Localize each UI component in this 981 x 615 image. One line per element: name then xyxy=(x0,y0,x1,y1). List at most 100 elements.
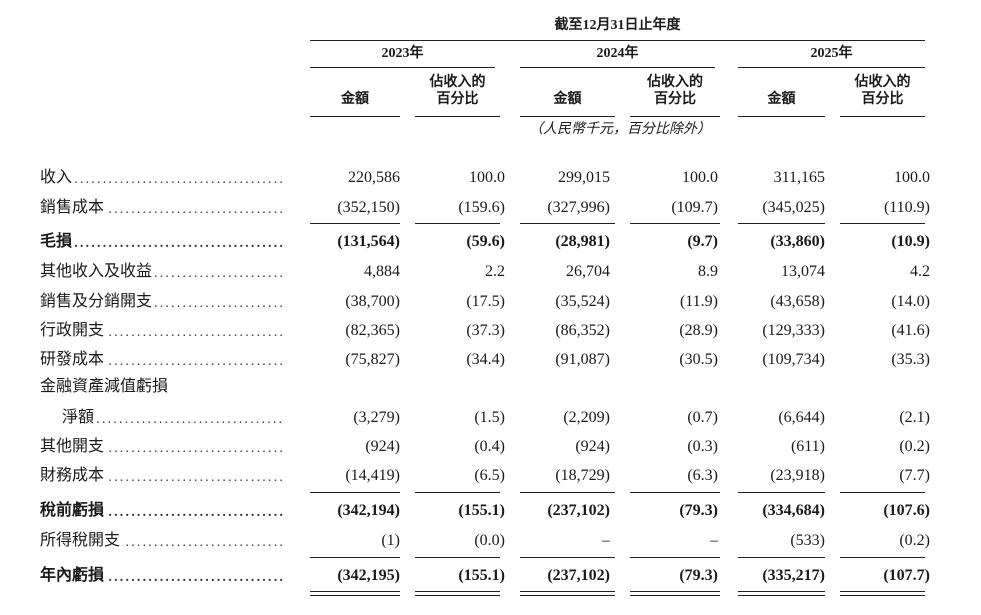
amount-cell: (924) xyxy=(575,438,610,455)
percent-cell: (6.5) xyxy=(474,467,505,484)
row-label: ........................................… xyxy=(62,408,285,428)
dot-leader: ........................................… xyxy=(40,172,285,187)
percent-column-header: 佔收入的 百分比 xyxy=(840,74,925,108)
total-double-rule xyxy=(415,595,500,596)
amount-cell: (43,658) xyxy=(770,293,825,310)
percent-cell: (155.1) xyxy=(458,502,505,519)
amount-cell: (14,419) xyxy=(345,467,400,484)
amount-cell: (335,217) xyxy=(762,567,825,584)
subtotal-rule xyxy=(840,492,925,493)
row-label-text: 其他收入及收益 xyxy=(40,263,155,280)
percent-cell: (35.3) xyxy=(891,351,930,368)
percent-header-line1: 佔收入的 xyxy=(647,75,703,90)
amount-cell: (533) xyxy=(790,532,825,549)
subtotal-rule xyxy=(630,557,720,558)
subtotal-rule xyxy=(310,557,400,558)
period-header: 截至12月31日止年度 xyxy=(554,18,681,33)
row-label: ........................................… xyxy=(40,566,285,586)
total-double-rule xyxy=(310,591,400,592)
row-label-text: 銷售成本 xyxy=(40,199,107,216)
row-label: ........................................… xyxy=(40,232,285,252)
percent-cell: 2.2 xyxy=(485,263,505,280)
amount-cell: (345,025) xyxy=(762,199,825,216)
percent-cell: (107.6) xyxy=(883,502,930,519)
amount-cell: (131,564) xyxy=(337,233,400,250)
total-double-rule xyxy=(630,591,720,592)
subtotal-rule xyxy=(310,492,400,493)
row-label: 金融資產減值虧損 xyxy=(40,377,300,397)
amount-cell: (237,102) xyxy=(547,567,610,584)
row-label: ........................................… xyxy=(40,437,285,457)
percent-cell: 100.0 xyxy=(469,169,505,186)
row-label: ........................................… xyxy=(40,321,285,341)
row-label: ........................................… xyxy=(40,531,285,551)
amount-cell: (2,209) xyxy=(563,409,610,426)
year-2024-rule xyxy=(520,67,715,68)
percent-cell: (110.9) xyxy=(883,199,930,216)
amount-cell: 220,586 xyxy=(348,169,400,186)
percent-cell: (0.0) xyxy=(474,532,505,549)
percent-cell: (28.9) xyxy=(679,322,718,339)
percent-cell: 100.0 xyxy=(682,169,718,186)
subtotal-rule xyxy=(630,223,720,224)
percent-cell: (10.9) xyxy=(891,233,930,250)
percent-cell: (0.2) xyxy=(899,532,930,549)
percent-cell: (1.5) xyxy=(474,409,505,426)
amount-cell: (352,150) xyxy=(337,199,400,216)
dot-leader: ........................................… xyxy=(62,412,285,427)
subtotal-rule xyxy=(738,557,825,558)
subtotal-rule xyxy=(415,492,500,493)
percent-column-header: 佔收入的 百分比 xyxy=(415,74,500,108)
amount-cell: (75,827) xyxy=(345,351,400,368)
amount-cell: (28,981) xyxy=(555,233,610,250)
percent-cell: (17.5) xyxy=(466,293,505,310)
amount-cell: (1) xyxy=(381,532,400,549)
amount-cell: (6,644) xyxy=(778,409,825,426)
amount-column-header: 金額 xyxy=(341,92,369,107)
amount-cell: (327,996) xyxy=(547,199,610,216)
row-label: ........................................… xyxy=(40,466,285,486)
percent-cell: (159.6) xyxy=(458,199,505,216)
total-double-rule xyxy=(630,595,720,596)
percent-cell: 8.9 xyxy=(698,263,718,280)
subtotal-rule xyxy=(415,557,500,558)
percent-cell: (109.7) xyxy=(671,199,718,216)
row-label-text: 財務成本 xyxy=(40,467,107,484)
amount-cell: 26,704 xyxy=(566,263,610,280)
amount-cell: (334,684) xyxy=(762,502,825,519)
row-label-text: 行政開支 xyxy=(40,322,107,339)
subtotal-rule xyxy=(738,223,825,224)
percent-cell: (2.1) xyxy=(899,409,930,426)
percent-cell: (79.3) xyxy=(679,502,718,519)
row-label: ........................................… xyxy=(40,292,285,312)
amount-cell: 311,165 xyxy=(773,169,825,186)
row-label: ........................................… xyxy=(40,501,285,521)
amount-cell: (3,279) xyxy=(353,409,400,426)
amount-cell: (237,102) xyxy=(547,502,610,519)
percent-cell: (0.7) xyxy=(687,409,718,426)
row-label: ........................................… xyxy=(40,168,285,188)
subtotal-rule xyxy=(520,557,615,558)
total-double-rule xyxy=(415,591,500,592)
amount-cell: 299,015 xyxy=(558,169,610,186)
total-double-rule xyxy=(738,595,825,596)
subheader-rule xyxy=(415,116,500,117)
amount-cell: (35,524) xyxy=(555,293,610,310)
row-label: ........................................… xyxy=(40,262,285,282)
subtotal-rule xyxy=(840,557,925,558)
percent-header-line1: 佔收入的 xyxy=(429,75,486,90)
amount-cell: – xyxy=(602,532,610,549)
amount-cell: (611) xyxy=(790,438,825,455)
subheader-rule xyxy=(520,116,615,117)
row-label: ........................................… xyxy=(40,198,285,218)
percent-cell: 100.0 xyxy=(894,169,930,186)
amount-cell: (33,860) xyxy=(770,233,825,250)
year-2023-header: 2023年 xyxy=(381,46,424,61)
year-2024-header: 2024年 xyxy=(596,46,639,61)
amount-cell: (342,194) xyxy=(337,502,400,519)
year-2025-rule xyxy=(738,67,925,68)
subheader-rule xyxy=(738,116,825,117)
percent-header-line2: 百分比 xyxy=(861,92,904,107)
percent-cell: (7.7) xyxy=(899,467,930,484)
subtotal-rule xyxy=(415,223,500,224)
